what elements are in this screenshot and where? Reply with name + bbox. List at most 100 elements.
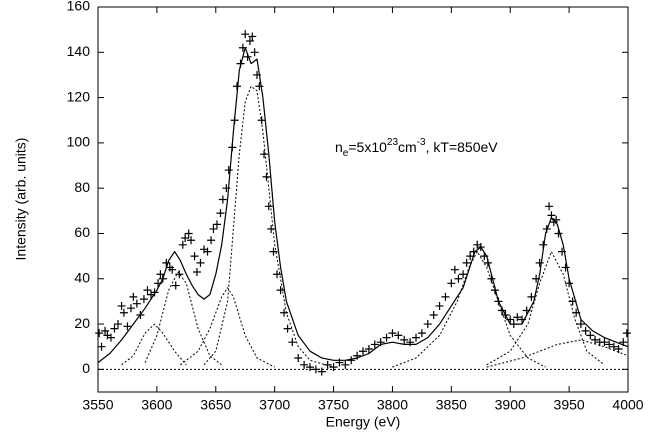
y-tick-label: 140 — [67, 43, 91, 59]
data-point — [394, 331, 403, 340]
data-point — [300, 360, 309, 369]
data-point — [255, 82, 264, 91]
data-point — [196, 258, 205, 267]
data-point — [311, 365, 320, 374]
data-point — [347, 356, 356, 365]
data-point — [545, 202, 554, 211]
data-point — [123, 322, 132, 331]
data-point — [323, 360, 332, 369]
data-point — [535, 258, 544, 267]
data-point — [412, 333, 420, 342]
data-point — [586, 331, 595, 340]
data-point — [576, 320, 585, 329]
data-point — [288, 338, 297, 347]
data-point — [388, 329, 397, 338]
fit-line — [97, 47, 629, 364]
data-point — [139, 295, 148, 304]
data-point — [241, 30, 250, 39]
x-tick-label: 3600 — [141, 397, 172, 413]
data-point — [106, 333, 115, 342]
data-point — [156, 270, 165, 279]
y-tick-label: 120 — [67, 88, 91, 104]
data-point — [248, 32, 257, 41]
x-tick-label: 3700 — [259, 397, 290, 413]
data-point — [95, 329, 104, 338]
data-point — [168, 265, 177, 274]
data-point — [359, 347, 367, 356]
data-point — [317, 367, 326, 376]
component-line — [121, 323, 187, 366]
data-point — [423, 320, 432, 329]
data-point — [245, 36, 254, 45]
data-point — [417, 329, 426, 338]
data-point — [184, 229, 193, 238]
y-tick-label: 100 — [67, 134, 91, 150]
data-point — [224, 166, 233, 175]
data-point — [429, 311, 438, 319]
data-point — [400, 335, 409, 344]
data-point — [267, 224, 276, 233]
data-point — [178, 240, 187, 249]
annotation-part: =5x10 — [348, 139, 387, 155]
data-point — [175, 270, 184, 279]
data-point — [97, 342, 106, 351]
data-point — [269, 247, 278, 256]
data-point — [101, 326, 110, 335]
component-line — [180, 287, 275, 368]
data-point — [370, 340, 379, 349]
x-tick-label: 3800 — [377, 397, 408, 413]
data-point — [126, 304, 135, 313]
data-point — [212, 220, 221, 229]
data-point — [382, 333, 391, 342]
component-line — [486, 251, 605, 366]
x-tick-label: 4000 — [612, 397, 643, 413]
x-tick-label: 3950 — [554, 397, 585, 413]
data-point — [114, 320, 123, 329]
y-tick-label: 40 — [74, 269, 90, 285]
data-point — [143, 286, 152, 295]
annotation-part: -3 — [417, 137, 426, 148]
data-point — [190, 252, 199, 261]
data-point — [454, 274, 463, 283]
data-point — [306, 363, 314, 372]
data-point — [203, 247, 212, 256]
data-point — [250, 48, 259, 57]
annotation-part: 23 — [387, 137, 399, 148]
data-point — [600, 338, 609, 347]
data-point — [207, 236, 216, 245]
component-line — [203, 85, 334, 368]
annotation-part: n — [335, 139, 343, 155]
data-point — [459, 270, 468, 279]
data-point — [561, 263, 570, 272]
data-point — [591, 335, 600, 344]
y-tick-label: 160 — [67, 0, 91, 14]
data-point — [132, 299, 141, 308]
data-point — [273, 270, 282, 279]
data-point — [209, 224, 218, 233]
data-point — [117, 301, 126, 310]
data-point — [260, 150, 269, 159]
data-point — [554, 229, 563, 238]
x-tick-label: 3750 — [318, 397, 349, 413]
data-point — [294, 354, 303, 363]
data-point — [450, 265, 459, 274]
data-point — [262, 172, 271, 181]
data-point — [527, 292, 536, 301]
data-point — [622, 329, 631, 338]
y-tick-label: 20 — [74, 315, 90, 331]
data-point — [171, 281, 180, 290]
data-point — [150, 288, 159, 297]
annotation-part: cm — [398, 139, 417, 155]
x-tick-label: 3550 — [82, 397, 113, 413]
x-tick-label: 3850 — [436, 397, 467, 413]
data-point — [181, 234, 190, 242]
data-point — [435, 301, 444, 310]
data-point — [341, 360, 350, 369]
y-tick-label: 0 — [82, 360, 90, 376]
data-point — [129, 292, 138, 301]
data-point — [216, 209, 225, 218]
data-point — [283, 324, 292, 333]
data-point — [364, 344, 373, 353]
component-line — [144, 271, 223, 366]
